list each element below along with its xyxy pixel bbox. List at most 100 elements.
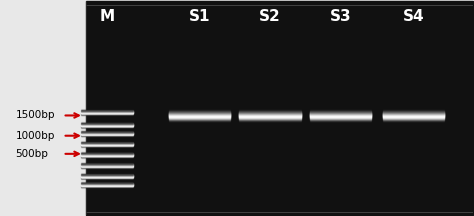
Bar — [82, 186, 133, 187]
Bar — [383, 118, 444, 119]
Bar — [82, 183, 133, 184]
Bar — [82, 111, 133, 112]
Bar — [239, 109, 301, 110]
Bar — [82, 157, 133, 158]
Bar — [310, 113, 371, 114]
Bar — [82, 153, 133, 154]
Bar — [383, 121, 444, 122]
Bar — [239, 116, 301, 117]
Bar — [82, 185, 133, 186]
Bar — [169, 117, 230, 118]
Bar — [82, 174, 133, 175]
Bar — [169, 115, 230, 116]
Bar — [383, 109, 444, 110]
Bar — [82, 153, 133, 154]
Bar — [239, 121, 301, 122]
Bar — [383, 116, 444, 117]
Bar — [82, 122, 133, 123]
Bar — [310, 114, 371, 115]
Bar — [82, 125, 133, 126]
Bar — [383, 110, 444, 111]
Bar — [169, 116, 230, 117]
Bar — [82, 113, 133, 114]
Bar — [169, 118, 230, 119]
Bar — [82, 156, 133, 157]
Bar — [169, 113, 230, 114]
Bar — [239, 119, 301, 120]
Bar — [82, 114, 133, 115]
Bar — [169, 113, 230, 114]
Bar — [82, 112, 133, 113]
Bar — [169, 109, 230, 110]
Bar — [383, 112, 444, 113]
Bar — [82, 146, 133, 147]
Bar — [82, 167, 133, 168]
Bar — [82, 110, 133, 111]
Bar — [169, 120, 230, 121]
Bar — [239, 113, 301, 114]
Bar — [82, 146, 133, 147]
Bar — [82, 132, 133, 133]
Bar — [239, 113, 301, 114]
Bar — [169, 118, 230, 119]
Bar — [310, 113, 371, 114]
Bar — [310, 118, 371, 119]
Bar — [239, 109, 301, 110]
Bar — [239, 114, 301, 115]
Bar — [310, 121, 371, 122]
Bar — [82, 124, 133, 125]
Bar — [86, 1, 473, 215]
Bar — [82, 152, 133, 153]
Bar — [82, 183, 133, 184]
Bar — [82, 178, 133, 179]
Bar — [82, 165, 133, 166]
Bar — [82, 174, 133, 175]
Bar — [82, 175, 133, 176]
Bar — [239, 110, 301, 111]
Bar — [82, 142, 133, 143]
Bar — [310, 121, 371, 122]
Bar — [169, 120, 230, 121]
Bar — [82, 133, 133, 134]
Bar — [82, 114, 133, 115]
Bar — [239, 120, 301, 121]
Bar — [310, 114, 371, 115]
Bar — [82, 144, 133, 145]
Text: 500bp: 500bp — [16, 149, 48, 159]
Bar — [169, 111, 230, 112]
Bar — [383, 112, 444, 113]
Bar — [82, 134, 133, 135]
Bar — [82, 122, 133, 123]
Text: 1500bp: 1500bp — [16, 110, 55, 121]
Bar — [310, 116, 371, 117]
Bar — [239, 116, 301, 117]
Bar — [239, 112, 301, 113]
Bar — [82, 177, 133, 178]
Bar — [82, 152, 133, 153]
Bar — [82, 173, 133, 174]
Bar — [169, 116, 230, 117]
Bar — [310, 119, 371, 120]
Bar — [310, 109, 371, 110]
Bar — [310, 120, 371, 121]
Bar — [169, 117, 230, 118]
Bar — [383, 117, 444, 118]
Bar — [82, 111, 133, 112]
Bar — [310, 116, 371, 117]
Bar — [82, 135, 133, 136]
Bar — [82, 154, 133, 155]
Bar — [82, 141, 133, 142]
Bar — [82, 133, 133, 134]
Bar — [239, 121, 301, 122]
Bar — [82, 123, 133, 124]
Bar — [383, 115, 444, 116]
Bar — [82, 125, 133, 126]
Bar — [82, 143, 133, 144]
Bar — [239, 112, 301, 113]
Bar — [82, 123, 133, 124]
Bar — [82, 113, 133, 114]
Bar — [239, 111, 301, 112]
Text: M: M — [100, 9, 115, 24]
Bar — [169, 114, 230, 115]
Bar — [169, 115, 230, 116]
